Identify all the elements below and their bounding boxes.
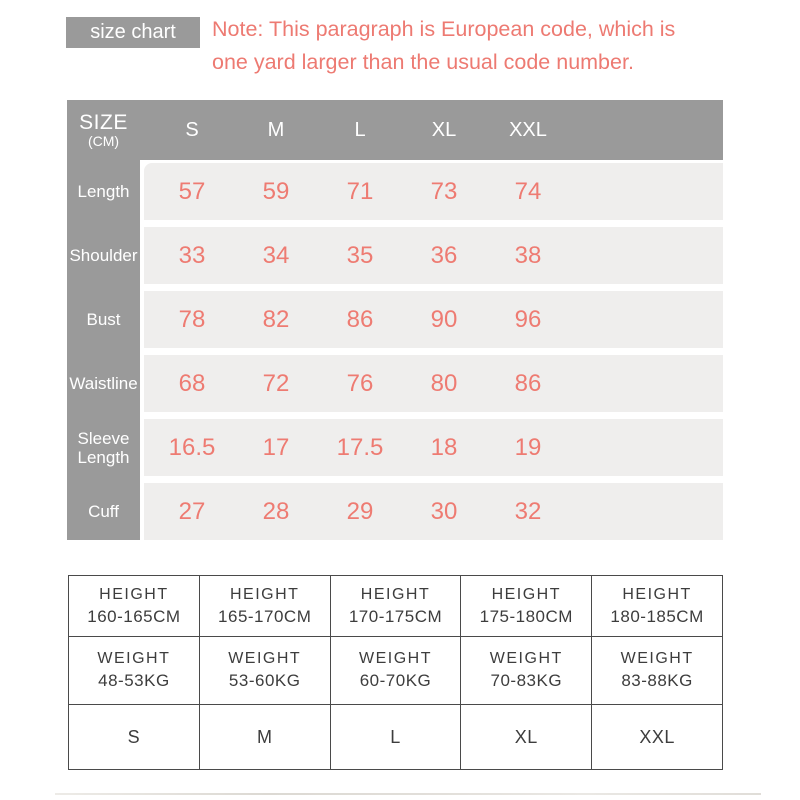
note-line-2: one yard larger than the usual code numb… [212,50,634,74]
table-row-shoulder: 33 34 35 36 38 [144,227,723,284]
row-label-bust: Bust [86,310,121,329]
cell-value: 30 [430,497,458,525]
height-cell-s: HEIGHT 160-165CM [69,576,200,637]
cell-value: 19 [514,433,542,461]
weight-cell-xl: WEIGHT 70-83KG [461,637,593,705]
table-row-bust: 78 82 86 90 96 [144,291,723,348]
height-label: HEIGHT [491,585,562,603]
column-header-l: L [354,118,366,141]
size-chart-badge-label: size chart [90,21,176,43]
cell-value: 76 [346,369,374,397]
column-header-m: M [267,118,285,141]
height-range: 165-170CM [218,606,312,626]
row-label-waistline: Waistline [69,374,138,393]
size-table-header: SIZE (CM) S M L XL XXL [67,100,723,160]
weight-label: WEIGHT [358,650,432,667]
cell-value: 34 [262,241,290,269]
weight-range: 53-60KG [228,671,301,690]
height-label: HEIGHT [99,585,169,603]
weight-label: WEIGHT [489,650,563,667]
size-column-headers: S M L XL XXL [140,100,723,160]
height-range: 160-165CM [87,606,181,626]
note-line-1: Note: This paragraph is European code, w… [212,17,676,41]
height-range: 170-175CM [348,606,443,626]
cell-value: 29 [346,497,374,525]
column-header-xl: XL [431,118,457,141]
cell-value: 78 [178,305,206,333]
height-cell-l: HEIGHT 170-175CM [330,576,462,637]
cell-value: 35 [346,241,374,269]
cell-value: 59 [262,177,290,205]
size-table-body: 57 59 71 73 74 33 34 35 36 38 78 82 86 9… [144,163,723,547]
height-label: HEIGHT [622,585,692,603]
cell-value: 16.5 [168,433,216,461]
cell-value: 80 [430,369,458,397]
cell-value: 17.5 [336,433,384,461]
cell-value: 33 [178,241,206,269]
size-cell-m: M [199,705,331,770]
cell-value: 74 [514,177,542,205]
cell-value: 36 [430,241,458,269]
cell-value: 18 [430,433,458,461]
cell-value: 86 [514,369,542,397]
table-row-length: 57 59 71 73 74 [144,163,723,220]
row-label-shoulder: Shoulder [69,246,138,265]
table-row-cuff: 27 28 29 30 32 [144,483,723,540]
cell-value: 68 [178,369,206,397]
cell-value: 32 [514,497,542,525]
row-label-cuff: Cuff [88,502,119,521]
size-cell-l: L [330,705,462,770]
cell-value: 17 [262,433,290,461]
weight-label: WEIGHT [228,650,302,667]
table-row-waistline: 68 72 76 80 86 [144,355,723,412]
height-cell-m: HEIGHT 165-170CM [199,576,331,637]
weight-label: WEIGHT [97,650,171,667]
table-row-sleeve-length: 16.5 17 17.5 18 19 [144,419,723,476]
cell-value: 96 [514,305,542,333]
weight-cell-s: WEIGHT 48-53KG [69,637,200,705]
cell-value: 72 [262,369,290,397]
next-section-edge [55,793,761,795]
height-cell-xxl: HEIGHT 180-185CM [592,576,723,637]
size-chart-badge: size chart [66,17,200,48]
cell-value: 82 [262,305,290,333]
weight-range: 48-53KG [98,671,170,690]
cell-value: 73 [430,177,458,205]
weight-cell-m: WEIGHT 53-60KG [199,637,331,705]
size-table-corner: SIZE (CM) [67,100,140,160]
european-code-note: Note: This paragraph is European code, w… [212,13,675,79]
size-cell-xxl: XXL [592,705,723,770]
cell-value: 38 [514,241,542,269]
weight-cell-l: WEIGHT 60-70KG [330,637,462,705]
row-label-sleeve-length: Sleeve Length [77,428,130,467]
row-label-length: Length [77,182,130,201]
weight-cell-xxl: WEIGHT 83-88KG [592,637,723,705]
cell-value: 86 [346,305,374,333]
corner-title: SIZE [79,111,128,134]
weight-range: 70-83KG [490,671,563,690]
height-weight-table: HEIGHT 160-165CM HEIGHT 165-170CM HEIGHT… [68,575,723,770]
cell-value: 27 [178,497,206,525]
corner-subtitle: (CM) [87,133,120,149]
column-header-xxl: XXL [509,118,547,141]
height-cell-xl: HEIGHT 175-180CM [461,576,593,637]
cell-value: 57 [178,177,206,205]
cell-value: 28 [262,497,290,525]
weight-range: 60-70KG [359,671,432,690]
size-cell-xl: XL [461,705,593,770]
size-cell-s: S [69,705,200,770]
height-range: 175-180CM [479,606,573,626]
weight-range: 83-88KG [621,671,693,690]
height-range: 180-185CM [610,606,704,626]
height-label: HEIGHT [229,585,300,603]
height-label: HEIGHT [360,585,431,603]
cell-value: 71 [346,177,374,205]
cell-value: 90 [430,305,458,333]
column-header-s: S [185,118,199,141]
size-table-label-column: Length Shoulder Bust Waistline Sleeve Le… [67,160,140,540]
weight-label: WEIGHT [620,650,694,667]
